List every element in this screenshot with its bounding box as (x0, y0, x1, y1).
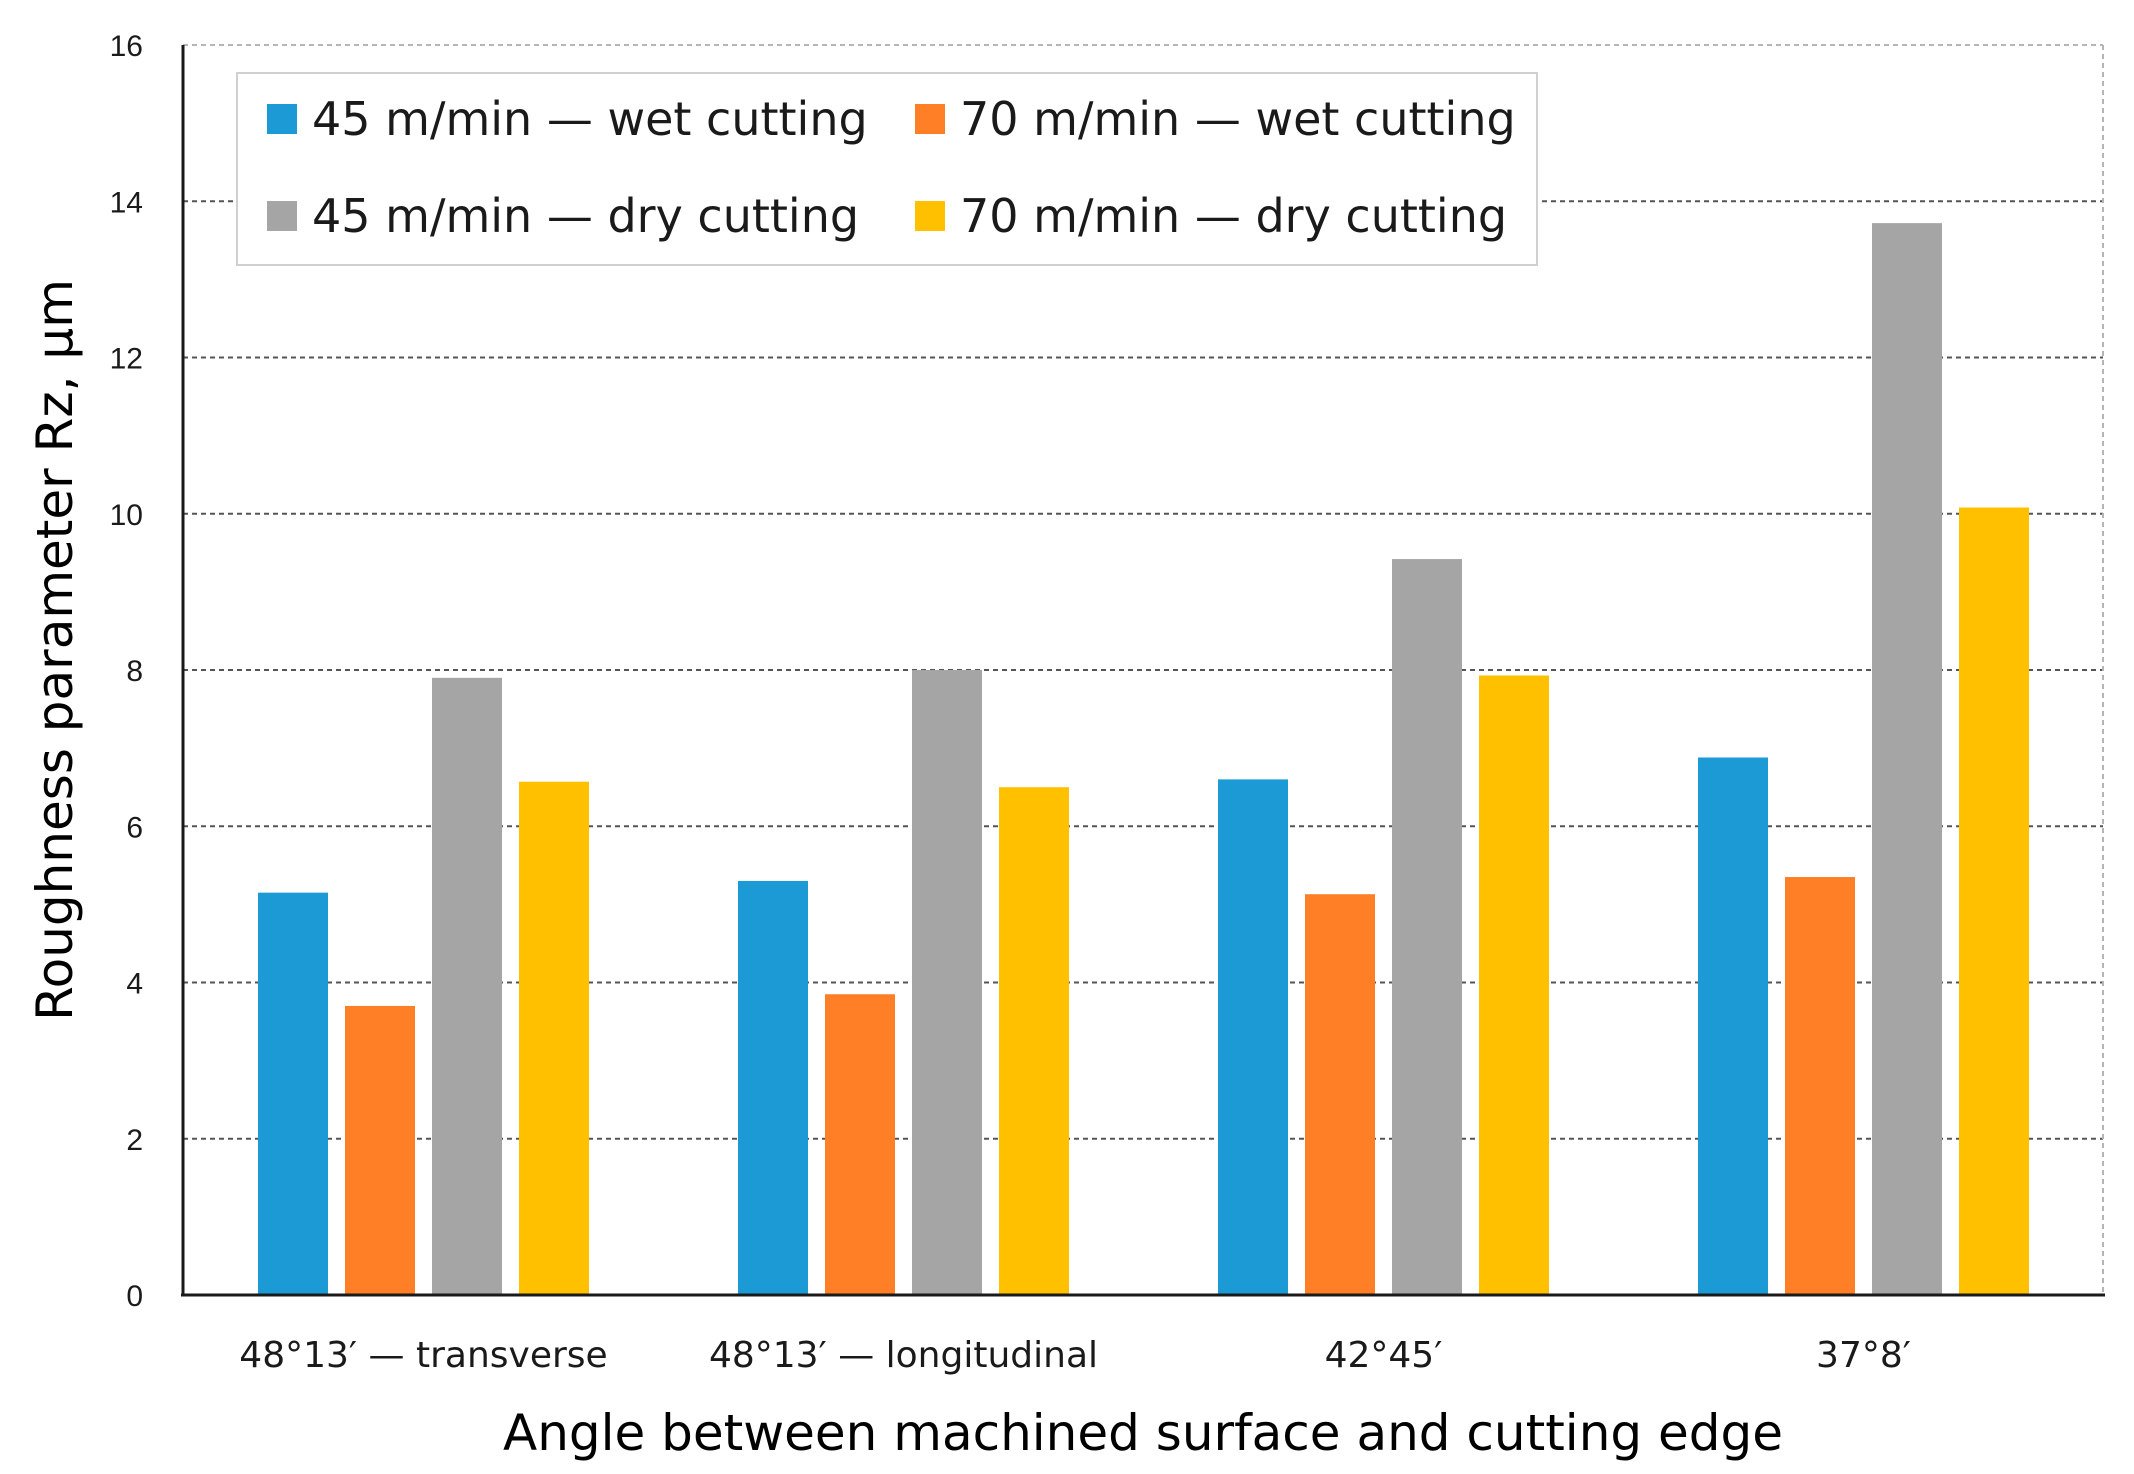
x-category-labels: 48°13′ — transverse 48°13′ — longitudinal… (239, 1335, 1911, 1376)
bar (519, 781, 589, 1295)
bar (1392, 559, 1462, 1295)
legend-swatch (915, 201, 945, 231)
axes (181, 45, 2105, 1297)
bar (1785, 877, 1855, 1295)
bar (258, 892, 328, 1295)
bar (432, 677, 502, 1295)
legend-box (236, 72, 1538, 266)
legend-entry: 70 m/min — dry cutting (960, 189, 1507, 243)
legend-swatch (915, 104, 945, 134)
x-category-label: 42°45′ (1325, 1335, 1443, 1376)
bar (1698, 757, 1768, 1295)
legend-swatch (267, 104, 297, 134)
y-tick-label: 4 (126, 968, 143, 1001)
bar (1218, 779, 1288, 1295)
bars-group (258, 223, 2029, 1295)
y-tick-label: 2 (126, 1124, 143, 1157)
bar (1959, 507, 2029, 1295)
y-tick-label: 8 (126, 655, 143, 688)
x-category-label: 48°13′ — longitudinal (709, 1335, 1098, 1376)
bar (1872, 223, 1942, 1295)
bar (1479, 675, 1549, 1295)
y-tick-label: 6 (126, 811, 143, 844)
legend-swatch (267, 201, 297, 231)
y-tick-labels: 0 2 4 6 8 10 12 14 16 (110, 30, 143, 1313)
bar (1305, 894, 1375, 1295)
y-tick-label: 0 (126, 1280, 143, 1313)
bar (345, 1005, 415, 1295)
x-category-label: 48°13′ — transverse (239, 1335, 607, 1376)
legend: 45 m/min — wet cutting 70 m/min — wet cut… (236, 72, 1538, 266)
legend-entry: 70 m/min — wet cutting (960, 92, 1516, 146)
x-category-label: 37°8′ (1816, 1335, 1911, 1376)
x-axis-title: Angle between machined surface and cutti… (503, 1404, 1783, 1462)
y-tick-label: 16 (110, 30, 143, 63)
y-tick-label: 14 (110, 186, 143, 219)
y-axis-title: Roughness parameter Rz, µm (26, 279, 84, 1021)
legend-entry: 45 m/min — wet cutting (312, 92, 868, 146)
bar (738, 880, 808, 1295)
y-tick-label: 12 (110, 343, 143, 376)
bar (825, 994, 895, 1295)
y-tick-label: 10 (110, 499, 143, 532)
bar (912, 670, 982, 1295)
legend-entry: 45 m/min — dry cutting (312, 189, 859, 243)
bar (999, 787, 1069, 1295)
